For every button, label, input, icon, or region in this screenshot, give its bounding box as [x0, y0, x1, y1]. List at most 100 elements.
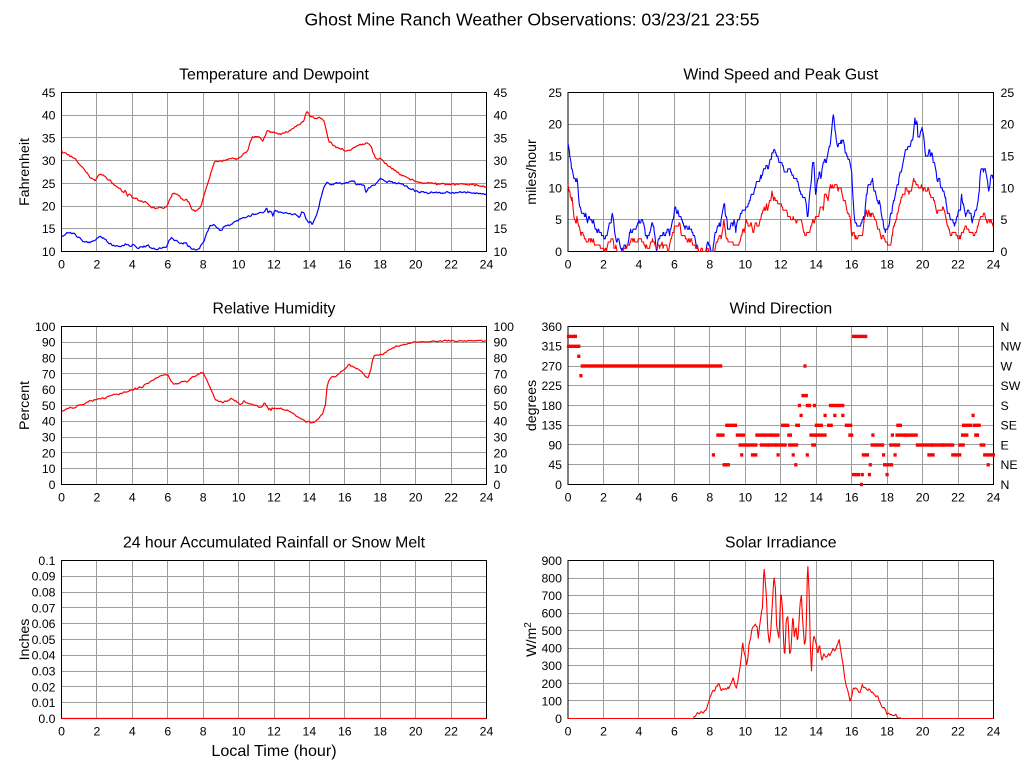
- svg-text:60: 60: [494, 383, 508, 397]
- svg-text:NE: NE: [1001, 458, 1018, 472]
- svg-text:900: 900: [541, 554, 562, 568]
- svg-text:0.04: 0.04: [32, 649, 56, 663]
- svg-text:15: 15: [548, 150, 562, 164]
- svg-text:30: 30: [42, 154, 56, 168]
- svg-text:15: 15: [1001, 150, 1015, 164]
- svg-text:Temperature and Dewpoint: Temperature and Dewpoint: [179, 67, 369, 84]
- svg-text:70: 70: [42, 367, 56, 381]
- svg-text:2: 2: [600, 724, 607, 738]
- svg-text:14: 14: [809, 724, 823, 738]
- svg-text:N: N: [1001, 478, 1010, 492]
- svg-text:24: 24: [480, 490, 494, 504]
- svg-text:60: 60: [42, 383, 56, 397]
- svg-text:8: 8: [706, 257, 713, 271]
- svg-text:20: 20: [494, 200, 508, 214]
- svg-text:20: 20: [409, 724, 423, 738]
- svg-text:0.01: 0.01: [32, 696, 56, 710]
- svg-text:180: 180: [541, 399, 562, 413]
- svg-text:24 hour Accumulated Rainfall o: 24 hour Accumulated Rainfall or Snow Mel…: [123, 535, 426, 552]
- svg-text:6: 6: [671, 257, 678, 271]
- svg-text:0: 0: [49, 478, 56, 492]
- svg-text:14: 14: [303, 490, 317, 504]
- svg-text:30: 30: [42, 431, 56, 445]
- svg-text:15: 15: [42, 222, 56, 236]
- svg-text:24: 24: [987, 724, 1001, 738]
- svg-text:0: 0: [58, 724, 65, 738]
- svg-text:30: 30: [494, 431, 508, 445]
- svg-text:8: 8: [200, 490, 207, 504]
- svg-text:12: 12: [267, 724, 281, 738]
- svg-text:2: 2: [600, 490, 607, 504]
- svg-text:0.02: 0.02: [32, 680, 56, 694]
- svg-text:45: 45: [42, 86, 56, 100]
- svg-text:40: 40: [42, 415, 56, 429]
- svg-text:10: 10: [494, 462, 508, 476]
- svg-text:6: 6: [671, 724, 678, 738]
- svg-text:Percent: Percent: [17, 381, 33, 430]
- svg-text:4: 4: [129, 724, 136, 738]
- svg-text:100: 100: [494, 320, 515, 334]
- svg-text:14: 14: [809, 490, 823, 504]
- svg-text:10: 10: [232, 724, 246, 738]
- svg-text:20: 20: [42, 200, 56, 214]
- svg-text:40: 40: [494, 415, 508, 429]
- svg-text:22: 22: [951, 257, 965, 271]
- svg-text:25: 25: [494, 177, 508, 191]
- svg-text:10: 10: [548, 181, 562, 195]
- svg-text:2: 2: [600, 257, 607, 271]
- svg-text:0.09: 0.09: [32, 570, 56, 584]
- svg-text:16: 16: [338, 724, 352, 738]
- svg-text:25: 25: [42, 177, 56, 191]
- svg-text:24: 24: [480, 257, 494, 271]
- svg-text:0.06: 0.06: [32, 617, 56, 631]
- svg-text:8: 8: [706, 724, 713, 738]
- svg-text:0: 0: [565, 490, 572, 504]
- svg-text:20: 20: [409, 257, 423, 271]
- svg-text:200: 200: [541, 677, 562, 691]
- svg-text:360: 360: [541, 320, 562, 334]
- svg-text:SE: SE: [1001, 419, 1017, 433]
- svg-text:10: 10: [232, 490, 246, 504]
- svg-text:20: 20: [42, 446, 56, 460]
- svg-text:0.1: 0.1: [38, 554, 55, 568]
- svg-text:35: 35: [42, 131, 56, 145]
- svg-text:14: 14: [303, 257, 317, 271]
- svg-text:16: 16: [338, 257, 352, 271]
- svg-text:18: 18: [373, 490, 387, 504]
- svg-text:8: 8: [706, 490, 713, 504]
- svg-text:0: 0: [555, 245, 562, 259]
- svg-text:22: 22: [951, 724, 965, 738]
- svg-text:700: 700: [541, 589, 562, 603]
- svg-text:10: 10: [738, 490, 752, 504]
- svg-text:4: 4: [635, 490, 642, 504]
- svg-text:12: 12: [774, 490, 788, 504]
- svg-text:12: 12: [774, 257, 788, 271]
- svg-text:0.03: 0.03: [32, 665, 56, 679]
- svg-text:0.07: 0.07: [32, 601, 56, 615]
- svg-text:0: 0: [555, 478, 562, 492]
- svg-text:20: 20: [409, 490, 423, 504]
- svg-text:NW: NW: [1001, 340, 1022, 354]
- svg-text:18: 18: [880, 724, 894, 738]
- svg-text:N: N: [1001, 320, 1010, 334]
- svg-text:16: 16: [338, 490, 352, 504]
- svg-text:16: 16: [845, 257, 859, 271]
- svg-text:10: 10: [494, 245, 508, 259]
- svg-text:6: 6: [164, 724, 171, 738]
- svg-text:10: 10: [1001, 181, 1015, 195]
- svg-text:16: 16: [845, 490, 859, 504]
- svg-text:Wind Direction: Wind Direction: [729, 301, 832, 318]
- svg-text:18: 18: [373, 724, 387, 738]
- svg-text:12: 12: [267, 257, 281, 271]
- svg-text:0.05: 0.05: [32, 633, 56, 647]
- svg-text:E: E: [1001, 438, 1009, 452]
- svg-text:miles/hour: miles/hour: [524, 139, 540, 205]
- svg-text:2: 2: [93, 724, 100, 738]
- svg-text:5: 5: [555, 213, 562, 227]
- svg-text:90: 90: [548, 438, 562, 452]
- svg-text:8: 8: [200, 724, 207, 738]
- svg-text:90: 90: [42, 336, 56, 350]
- svg-text:600: 600: [541, 607, 562, 621]
- svg-text:0: 0: [58, 490, 65, 504]
- svg-text:25: 25: [548, 86, 562, 100]
